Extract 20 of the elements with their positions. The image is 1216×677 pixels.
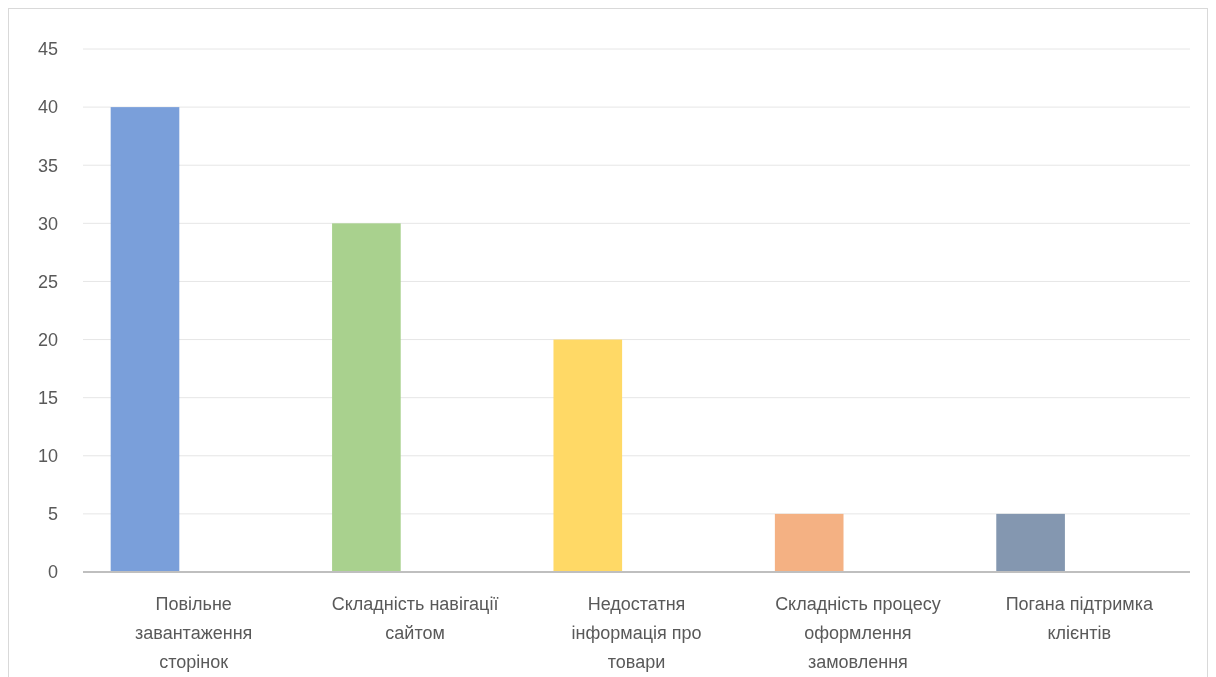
y-tick-label: 40 [37, 97, 58, 118]
y-tick-label: 25 [37, 271, 58, 292]
bar [996, 513, 1065, 572]
x-tick-label: Повільне завантаження сторінок [135, 594, 253, 672]
y-tick-label: 30 [37, 213, 58, 234]
x-tick-label: Погана підтримка клієнтів [1005, 594, 1154, 643]
x-tick-label: Складність навігації сайтом [331, 594, 499, 643]
bar [110, 107, 180, 572]
y-tick-label: 35 [37, 155, 58, 176]
y-tick-label: 20 [37, 329, 58, 350]
bar [332, 223, 401, 572]
y-tick-label: 15 [37, 387, 58, 408]
y-tick-label: 0 [47, 562, 58, 583]
y-tick-label: 45 [37, 39, 58, 60]
x-tick-label: Складність процесу оформлення замовлення [775, 594, 941, 672]
x-tick-label: Недостатня інформація про товари [571, 594, 702, 672]
y-tick-label: 10 [37, 446, 58, 467]
bar [774, 513, 844, 572]
y-tick-label: 5 [47, 504, 58, 525]
bar [553, 339, 623, 572]
